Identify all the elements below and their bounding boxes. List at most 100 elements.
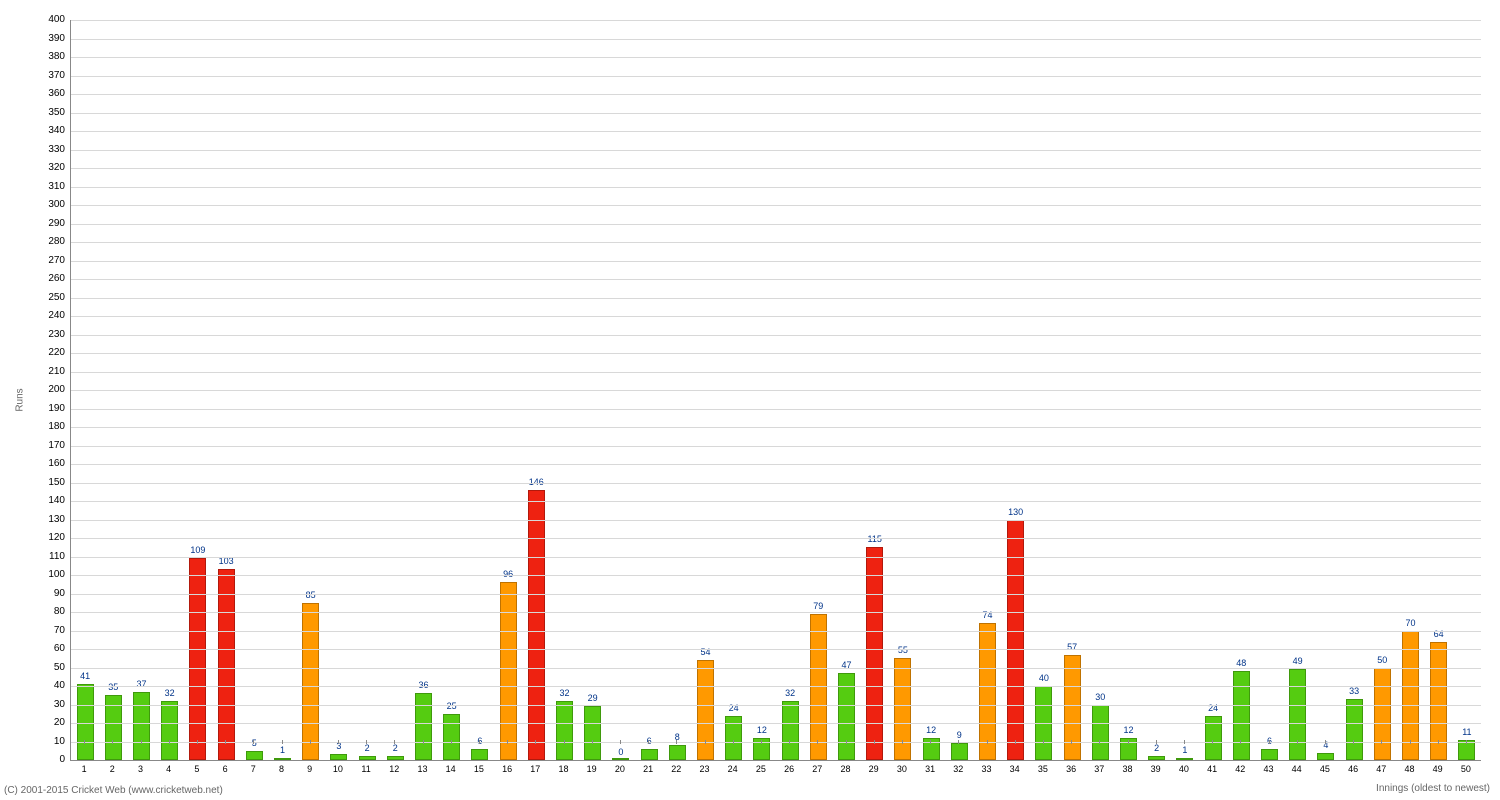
xtick-label: 21: [643, 764, 653, 774]
xtick-label: 13: [417, 764, 427, 774]
xtick-label: 41: [1207, 764, 1217, 774]
ytick-label: 40: [35, 681, 65, 691]
y-axis-label: Runs: [15, 388, 26, 411]
bar-value-label: 85: [306, 590, 316, 600]
xtick-label: 14: [446, 764, 456, 774]
bar-rect: [697, 660, 714, 760]
bar-value-label: 79: [813, 601, 823, 611]
ytick-label: 350: [35, 108, 65, 118]
ytick-label: 370: [35, 71, 65, 81]
ytick-label: 230: [35, 330, 65, 340]
gridline: [71, 113, 1481, 114]
gridline: [71, 168, 1481, 169]
bar-value-label: 49: [1293, 656, 1303, 666]
gridline: [71, 427, 1481, 428]
xtick-mark: [620, 740, 621, 744]
gridline: [71, 57, 1481, 58]
xtick-mark: [902, 740, 903, 744]
gridline: [71, 668, 1481, 669]
xtick-mark: [1325, 740, 1326, 744]
bar: 54: [697, 660, 714, 760]
bar: 36: [415, 693, 432, 760]
xtick-label: 19: [587, 764, 597, 774]
ytick-label: 150: [35, 478, 65, 488]
bar-rect: [359, 756, 376, 760]
gridline: [71, 39, 1481, 40]
xtick-mark: [197, 740, 198, 744]
xtick-label: 49: [1433, 764, 1443, 774]
bar-rect: [1064, 655, 1081, 760]
bar-rect: [246, 751, 263, 760]
xtick-mark: [225, 740, 226, 744]
xtick-mark: [1240, 740, 1241, 744]
ytick-label: 250: [35, 293, 65, 303]
xtick-label: 48: [1404, 764, 1414, 774]
xtick-mark: [930, 740, 931, 744]
gridline: [71, 520, 1481, 521]
ytick-label: 20: [35, 718, 65, 728]
xtick-label: 1: [82, 764, 87, 774]
bar-rect: [1346, 699, 1363, 760]
xtick-mark: [733, 740, 734, 744]
xtick-mark: [846, 740, 847, 744]
xtick-label: 31: [925, 764, 935, 774]
bar: 103: [218, 569, 235, 760]
bar-value-label: 2: [393, 743, 398, 753]
bar: 29: [584, 706, 601, 760]
bar: 96: [500, 582, 517, 760]
xtick-mark: [817, 740, 818, 744]
gridline: [71, 446, 1481, 447]
bar-rect: [1092, 705, 1109, 761]
xtick-mark: [1353, 740, 1354, 744]
ytick-label: 380: [35, 52, 65, 62]
xtick-label: 42: [1235, 764, 1245, 774]
xtick-label: 28: [840, 764, 850, 774]
xtick-mark: [1099, 740, 1100, 744]
xtick-mark: [592, 740, 593, 744]
ytick-label: 130: [35, 515, 65, 525]
ytick-label: 360: [35, 89, 65, 99]
bar-value-label: 32: [165, 688, 175, 698]
bar-value-label: 30: [1095, 692, 1105, 702]
ytick-label: 310: [35, 182, 65, 192]
xtick-mark: [1128, 740, 1129, 744]
ytick-label: 190: [35, 404, 65, 414]
ytick-label: 270: [35, 256, 65, 266]
bar-value-label: 130: [1008, 507, 1023, 517]
xtick-mark: [705, 740, 706, 744]
bar: 6: [1261, 749, 1278, 760]
xtick-mark: [282, 740, 283, 744]
ytick-label: 60: [35, 644, 65, 654]
xtick-label: 18: [558, 764, 568, 774]
bar-rect: [189, 558, 206, 760]
ytick-label: 50: [35, 663, 65, 673]
xtick-mark: [1297, 740, 1298, 744]
bar: 3: [330, 754, 347, 760]
bar-rect: [500, 582, 517, 760]
bar: 57: [1064, 655, 1081, 760]
xtick-label: 3: [138, 764, 143, 774]
xtick-label: 26: [784, 764, 794, 774]
bar-rect: [612, 758, 629, 760]
xtick-mark: [169, 740, 170, 744]
gridline: [71, 705, 1481, 706]
xtick-mark: [394, 740, 395, 744]
xtick-mark: [1212, 740, 1213, 744]
gridline: [71, 335, 1481, 336]
ytick-label: 120: [35, 533, 65, 543]
bar: 50: [1374, 668, 1391, 761]
gridline: [71, 76, 1481, 77]
xtick-label: 46: [1348, 764, 1358, 774]
xtick-label: 30: [897, 764, 907, 774]
bar-value-label: 70: [1405, 618, 1415, 628]
ytick-label: 160: [35, 459, 65, 469]
gridline: [71, 501, 1481, 502]
ytick-label: 110: [35, 552, 65, 562]
gridline: [71, 594, 1481, 595]
ytick-label: 240: [35, 311, 65, 321]
bar-rect: [1233, 671, 1250, 760]
ytick-label: 70: [35, 626, 65, 636]
bar-value-label: 9: [957, 730, 962, 740]
bar-rect: [387, 756, 404, 760]
bar: 32: [161, 701, 178, 760]
